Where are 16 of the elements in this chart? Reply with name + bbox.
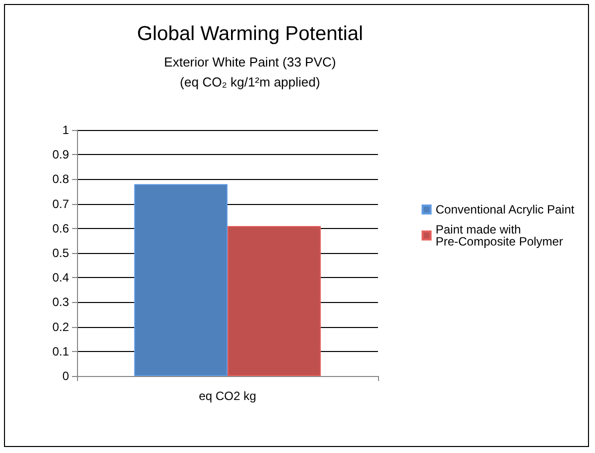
legend-label: Conventional Acrylic Paint bbox=[436, 202, 576, 216]
y-tick-label: 0.4 bbox=[52, 270, 70, 285]
y-tick-label: 0.5 bbox=[52, 246, 70, 260]
y-tick-label: 1 bbox=[62, 123, 70, 137]
y-tick-label: 0.6 bbox=[52, 221, 70, 236]
y-tick-label: 0.7 bbox=[52, 196, 70, 211]
x-tick-label: eq CO2 kg bbox=[198, 389, 256, 403]
y-tick-label: 0.3 bbox=[52, 295, 70, 310]
y-tick-label: 0.2 bbox=[52, 320, 70, 334]
y-tick-label: 0.9 bbox=[52, 148, 70, 162]
y-tick-label: 0.1 bbox=[52, 344, 70, 358]
y-tick-label: 0.8 bbox=[52, 172, 70, 186]
chart-title: Global Warming Potential bbox=[136, 23, 364, 45]
chart-subtitle: Exterior White Paint (33 PVC) (eq CO₂ kg/1²m applied) bbox=[164, 54, 336, 90]
y-tick-label: 0 bbox=[62, 369, 70, 383]
legend-label: Paint made with Pre-Composite Polymer bbox=[436, 222, 563, 248]
